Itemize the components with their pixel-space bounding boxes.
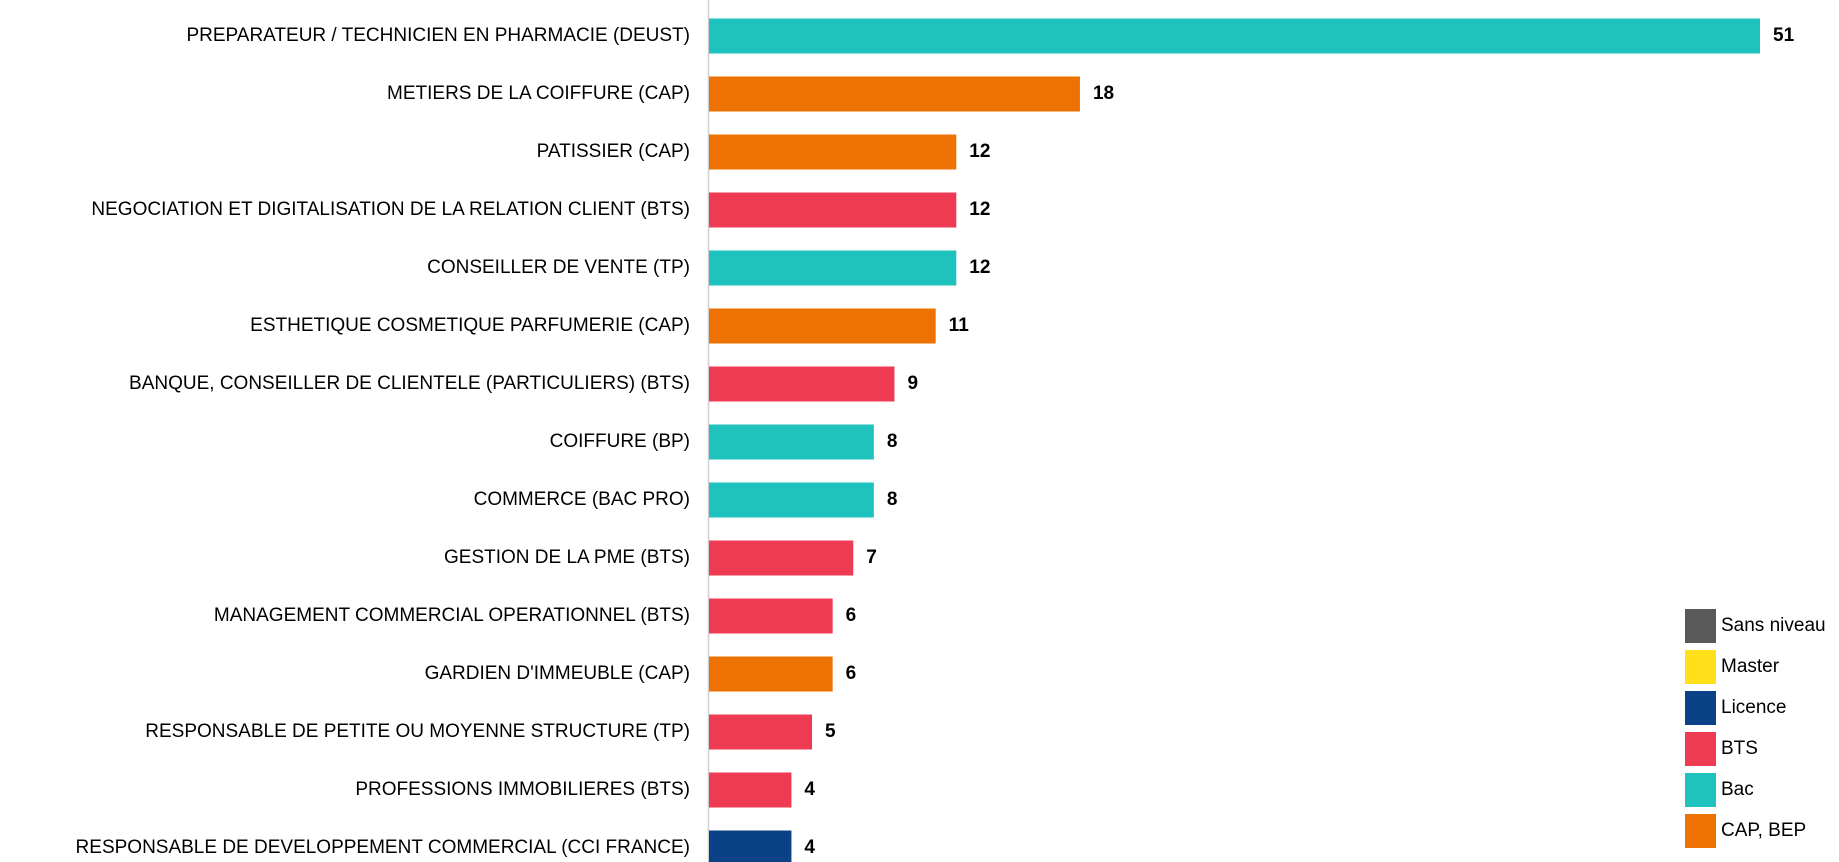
legend-swatch [1685,814,1716,848]
bar [709,656,833,692]
value-label: 11 [949,315,970,336]
bar [709,18,1760,54]
bar [709,714,813,750]
legend-label: Licence [1721,697,1787,718]
value-label: 4 [804,837,815,858]
value-label: 12 [969,141,990,162]
bar [709,308,936,344]
bar [709,76,1080,112]
value-label: 12 [969,257,990,278]
legend-swatch [1685,732,1716,766]
bar [709,482,874,518]
y-tick-label: RESPONSABLE DE PETITE OU MOYENNE STRUCTU… [145,721,690,742]
value-label: 12 [969,199,990,220]
legend-label: Master [1721,656,1780,677]
legend-swatch [1685,650,1716,684]
bar [709,540,854,576]
value-label: 4 [804,779,815,800]
value-label: 8 [887,431,898,452]
value-label: 6 [846,663,857,684]
value-label: 8 [887,489,898,510]
bar [709,772,792,808]
legend-swatch [1685,609,1716,643]
bar [709,134,957,170]
y-tick-label: PREPARATEUR / TECHNICIEN EN PHARMACIE (D… [186,25,690,46]
legend-label: Bac [1721,779,1754,800]
y-tick-label: GESTION DE LA PME (BTS) [444,547,690,568]
bar [709,366,895,402]
y-tick-label: PATISSIER (CAP) [537,141,690,162]
value-label: 6 [846,605,857,626]
y-tick-label: COIFFURE (BP) [550,431,690,452]
bar [709,598,833,634]
y-tick-label: CONSEILLER DE VENTE (TP) [427,257,690,278]
y-tick-label: BANQUE, CONSEILLER DE CLIENTELE (PARTICU… [129,373,690,394]
bar [709,250,957,286]
y-tick-label: MANAGEMENT COMMERCIAL OPERATIONNEL (BTS) [214,605,690,626]
value-label: 51 [1773,25,1795,46]
y-tick-label: NEGOCIATION ET DIGITALISATION DE LA RELA… [91,199,690,220]
bar [709,830,792,862]
value-label: 7 [866,547,877,568]
legend-label: CAP, BEP [1721,820,1806,841]
y-tick-label: ESTHETIQUE COSMETIQUE PARFUMERIE (CAP) [250,315,690,336]
value-label: 5 [825,721,836,742]
y-tick-label: PROFESSIONS IMMOBILIERES (BTS) [355,779,690,800]
y-tick-label: METIERS DE LA COIFFURE (CAP) [387,83,690,104]
value-label: 9 [907,373,918,394]
y-tick-label: GARDIEN D'IMMEUBLE (CAP) [425,663,690,684]
y-tick-label: RESPONSABLE DE DEVELOPPEMENT COMMERCIAL … [76,837,690,858]
value-label: 18 [1093,83,1114,104]
legend-label: Sans niveau [1721,615,1826,636]
legend-swatch [1685,691,1716,725]
legend-swatch [1685,773,1716,807]
legend-label: BTS [1721,738,1758,759]
bar [709,192,957,228]
bar [709,424,874,460]
y-tick-label: COMMERCE (BAC PRO) [474,489,690,510]
